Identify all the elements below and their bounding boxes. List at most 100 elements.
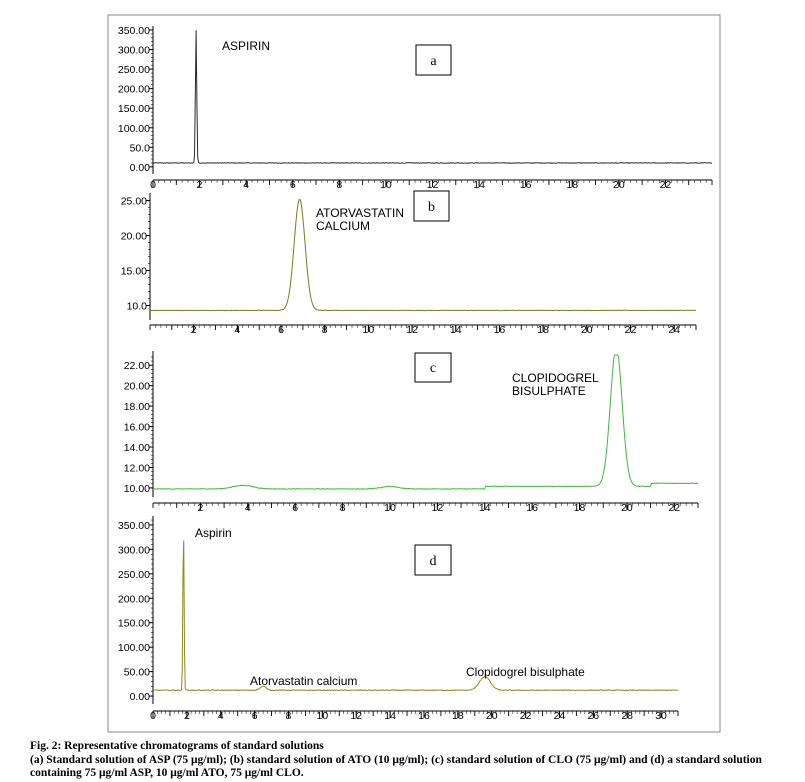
y-tick-label: 15.00	[121, 266, 147, 278]
x-tick-label: 16	[494, 324, 506, 336]
x-tick-label: 4	[245, 502, 251, 514]
panel-a-label: a	[430, 54, 437, 69]
y-tick-label: 350.00	[118, 25, 150, 37]
panel-d-label-box	[414, 544, 452, 576]
x-tick-label: 6	[292, 502, 298, 514]
panel-d-clopidogrel-label: Clopidogrel bisulphate	[466, 665, 585, 679]
panel-c-label: c	[430, 361, 436, 376]
x-tick-label: 2	[191, 324, 197, 336]
x-tick-label: 18	[537, 324, 549, 336]
y-tick-label: 200.00	[118, 84, 150, 96]
y-tick-label: 150.00	[118, 103, 150, 115]
x-tick-label: 2	[197, 502, 203, 514]
y-tick-label: 100.00	[118, 123, 150, 135]
y-tick-label: 350.00	[118, 520, 150, 532]
y-tick-label: 0.00	[130, 691, 151, 703]
panel-a-trace	[152, 30, 713, 164]
x-tick-label: 0	[150, 710, 156, 722]
x-tick-label: 14	[450, 324, 462, 336]
y-tick-label: 300.00	[118, 544, 150, 556]
panel-b-label-box	[413, 190, 450, 222]
x-tick-label: 6	[278, 324, 284, 336]
panel-b-peak-label-line1: ATORVASTATIN	[316, 206, 404, 220]
x-tick-label: 28	[621, 710, 633, 722]
panel-a-axes: 0.00 50.0 100.00 150.00 200.00 250.00 300.00 35…	[118, 25, 713, 191]
panel-d-atorvastatin-label: Atorvastatin calcium	[250, 674, 357, 688]
panel-d-trace	[152, 540, 679, 692]
y-tick-label: 0.00	[130, 162, 151, 174]
x-tick-label: 18	[452, 710, 464, 722]
y-tick-label: 10.0	[127, 301, 148, 313]
x-tick-label: 30	[655, 710, 667, 722]
x-tick-label: 16	[418, 710, 430, 722]
y-tick-label: 250.00	[118, 569, 150, 581]
x-tick-label: 4	[234, 324, 240, 336]
x-tick-label: 22	[520, 710, 532, 722]
x-tick-label: 16	[520, 179, 532, 191]
panel-b-peak-label-line2: CALCIUM	[316, 219, 370, 233]
x-tick-label: 22	[625, 324, 637, 336]
panel-d-axes: 0.00 50.00 100.00 150.00 200.00 250.00 300.00 3…	[118, 516, 679, 722]
x-tick-label: 16	[526, 502, 538, 514]
x-tick-label: 0	[150, 179, 156, 191]
panel-c-axes: 10.00 12.00 14.00 16.00 18.00 20.00 22.00 2 4 6 8 1…	[124, 351, 699, 514]
x-tick-label: 12	[406, 324, 418, 336]
panel-c-peak-label-line2: BISULPHATE	[512, 384, 586, 398]
x-tick-label: 20	[581, 324, 593, 336]
panel-c-trace	[152, 354, 699, 490]
panel-d-aspirin-label: Aspirin	[195, 526, 232, 540]
figure-caption: Fig. 2: Representative chromatograms of …	[30, 740, 800, 781]
x-tick-label: 12	[427, 179, 439, 191]
panel-d: 0.00 50.00 100.00 150.00 200.00 250.00 300.00 3…	[118, 516, 679, 722]
x-tick-label: 24	[554, 710, 566, 722]
x-tick-label: 10	[380, 179, 392, 191]
y-tick-label: 18.00	[124, 401, 150, 413]
x-tick-label: 18	[574, 502, 586, 514]
panel-c-peak-label-line1: CLOPIDOGREL	[512, 371, 599, 385]
x-tick-label: 24	[668, 324, 680, 336]
x-tick-label: 10	[317, 710, 329, 722]
chromatogram-figure: 0.0050.0100.00150.00200.00250.00300.0035…	[107, 14, 721, 733]
y-tick-label: 250.00	[118, 64, 150, 76]
x-tick-label: 10	[363, 324, 375, 336]
y-tick-label: 50.00	[124, 667, 150, 679]
x-tick-label: 4	[218, 710, 224, 722]
x-tick-label: 8	[336, 179, 342, 191]
x-tick-label: 12	[432, 502, 444, 514]
x-tick-label: 20	[486, 710, 498, 722]
panel-a: 0.00 50.0 100.00 150.00 200.00 250.00 300.00 35…	[118, 25, 713, 191]
x-tick-label: 18	[566, 179, 578, 191]
y-tick-label: 150.00	[118, 618, 150, 630]
y-tick-label: 200.00	[118, 593, 150, 605]
x-tick-label: 2	[184, 710, 190, 722]
x-tick-label: 12	[350, 710, 362, 722]
panel-d-label: d	[430, 554, 437, 569]
y-tick-label: 16.00	[124, 422, 150, 434]
panel-a-label-box	[415, 44, 452, 76]
x-tick-label: 8	[340, 502, 346, 514]
x-tick-label: 10	[384, 502, 396, 514]
x-tick-label: 6	[252, 710, 258, 722]
y-tick-label: 20.00	[124, 381, 150, 393]
x-tick-label: 22	[668, 502, 680, 514]
y-tick-label: 25.00	[121, 196, 147, 208]
panel-b-trace	[149, 198, 697, 312]
panel-a-peak-label: ASPIRIN	[222, 39, 270, 53]
y-tick-label: 14.00	[124, 442, 150, 454]
x-tick-label: 22	[660, 179, 672, 191]
x-tick-label: 20	[621, 502, 633, 514]
x-tick-label: 6	[290, 179, 296, 191]
x-tick-label: 14	[384, 710, 396, 722]
x-tick-label: 4	[243, 179, 249, 191]
caption-title: Fig. 2: Representative chromatograms of …	[30, 740, 324, 752]
y-tick-label: 100.00	[118, 642, 150, 654]
y-tick-label: 50.0	[130, 142, 151, 154]
x-tick-label: 8	[322, 324, 328, 336]
x-tick-label: 14	[473, 179, 485, 191]
y-tick-label: 12.00	[124, 462, 150, 474]
x-tick-label: 14	[479, 502, 491, 514]
y-tick-label: 300.00	[118, 45, 150, 57]
panel-c: 10.00 12.00 14.00 16.00 18.00 20.00 22.00 2 4 6 8 1…	[124, 351, 699, 514]
